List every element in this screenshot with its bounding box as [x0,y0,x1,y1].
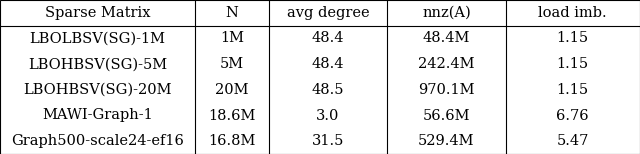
Text: 56.6M: 56.6M [422,109,470,122]
Text: 1.15: 1.15 [557,57,589,71]
Text: 242.4M: 242.4M [418,57,475,71]
Text: 48.5: 48.5 [312,83,344,97]
Text: Sparse Matrix: Sparse Matrix [45,6,150,20]
Text: 48.4: 48.4 [312,32,344,45]
Text: LBOHBSV(SG)-5M: LBOHBSV(SG)-5M [28,57,167,71]
Text: 1M: 1M [220,32,244,45]
Text: 3.0: 3.0 [316,109,340,122]
Text: 48.4M: 48.4M [422,32,470,45]
Text: N: N [225,6,239,20]
Text: 970.1M: 970.1M [418,83,475,97]
Text: Graph500-scale24-ef16: Graph500-scale24-ef16 [11,134,184,148]
Text: 1.15: 1.15 [557,32,589,45]
Text: 1.15: 1.15 [557,83,589,97]
Text: 18.6M: 18.6M [208,109,256,122]
Text: 48.4: 48.4 [312,57,344,71]
Text: nnz(A): nnz(A) [422,6,471,20]
Text: 6.76: 6.76 [557,109,589,122]
Text: 5M: 5M [220,57,244,71]
Text: 529.4M: 529.4M [418,134,475,148]
Text: load imb.: load imb. [538,6,607,20]
Text: 5.47: 5.47 [557,134,589,148]
Text: MAWI-Graph-1: MAWI-Graph-1 [42,109,153,122]
Text: 16.8M: 16.8M [208,134,256,148]
Text: LBOHBSV(SG)-20M: LBOHBSV(SG)-20M [23,83,172,97]
Text: avg degree: avg degree [287,6,369,20]
Text: LBOLBSV(SG)-1M: LBOLBSV(SG)-1M [29,32,166,45]
Text: 31.5: 31.5 [312,134,344,148]
Text: 20M: 20M [215,83,249,97]
